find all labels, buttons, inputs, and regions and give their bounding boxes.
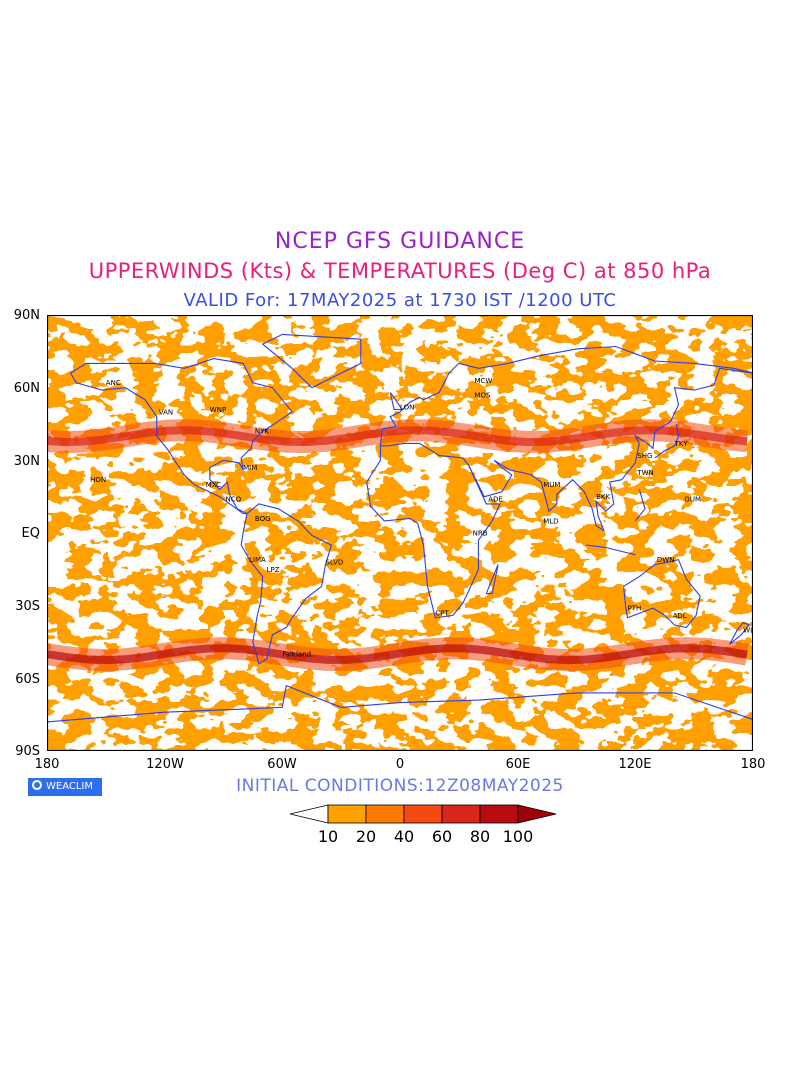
lat-label-60s: 60S bbox=[15, 672, 40, 687]
colorbar-label-60: 60 bbox=[431, 827, 453, 846]
lat-label-30s: 30S bbox=[15, 599, 40, 614]
station-falkland: Falkland bbox=[282, 651, 311, 659]
colorbar-segment-2 bbox=[365, 804, 405, 824]
coastline-0 bbox=[70, 358, 293, 515]
coastline-13 bbox=[485, 564, 499, 595]
initial-conditions-label: INITIAL CONDITIONS:12Z08MAY2025 bbox=[236, 776, 564, 796]
coastline-1 bbox=[240, 503, 333, 665]
colorbar-high-triangle bbox=[517, 804, 557, 824]
station-twn: TWN bbox=[636, 469, 653, 477]
station-van: VAN bbox=[159, 408, 173, 416]
station-wlt: WLT bbox=[743, 626, 753, 634]
wind-map: ANC VAN WNP NYK MIM MXC NCO BOG LPZ SLVD LIMA HON LO… bbox=[47, 315, 753, 751]
lon-label-180w: 180 bbox=[34, 757, 60, 772]
station-bog: BOG bbox=[255, 515, 271, 523]
colorbar-segment-4 bbox=[441, 804, 481, 824]
coastline-7 bbox=[389, 392, 404, 411]
colorbar-label-100: 100 bbox=[502, 827, 534, 846]
lon-label-180e: 180 bbox=[740, 757, 766, 772]
coastlines bbox=[47, 333, 753, 723]
station-bkk: BKK bbox=[596, 493, 610, 501]
station-anc: ANC bbox=[106, 379, 121, 387]
logo-ring-icon bbox=[32, 780, 42, 790]
coastline-5 bbox=[623, 558, 701, 629]
station-dwn: DWN bbox=[657, 556, 675, 564]
lat-label-60n: 60N bbox=[13, 381, 40, 396]
lat-label-90s: 90S bbox=[15, 744, 40, 759]
station-slvd: SLVD bbox=[326, 559, 344, 567]
station-cpt: CPT bbox=[435, 609, 449, 617]
station-gum: GUM bbox=[684, 496, 701, 504]
coastline-9 bbox=[586, 544, 636, 556]
lon-label-60e: 60E bbox=[505, 757, 531, 772]
station-lon: LON bbox=[400, 404, 414, 412]
station-nyk: NYK bbox=[255, 428, 270, 436]
station-mum: MUM bbox=[543, 481, 560, 489]
lat-label-90n: 90N bbox=[13, 308, 40, 323]
weaclim-logo: WEACLIM bbox=[28, 778, 102, 796]
station-mim: MIM bbox=[243, 464, 257, 472]
colorbar-segment-5 bbox=[479, 804, 519, 824]
coastline-2 bbox=[366, 442, 501, 619]
station-nrb: NRB bbox=[473, 529, 488, 537]
station-tky: TKY bbox=[674, 440, 689, 448]
coastline-10 bbox=[634, 489, 646, 522]
chart-title: NCEP GFS GUIDANCE bbox=[274, 229, 526, 254]
coastline-4 bbox=[468, 367, 753, 532]
lon-label-0: 0 bbox=[395, 757, 405, 772]
station-lima: LIMA bbox=[249, 556, 266, 564]
station-nco: NCO bbox=[226, 496, 242, 504]
coastline-8 bbox=[261, 333, 362, 389]
station-mos: MOS bbox=[475, 391, 492, 399]
coastline-12 bbox=[47, 684, 753, 723]
coastline-11 bbox=[729, 621, 750, 645]
station-hon: HON bbox=[90, 476, 106, 484]
station-shg: SHG bbox=[637, 452, 652, 460]
colorbar-label-20: 20 bbox=[355, 827, 377, 846]
station-wnp: WNP bbox=[210, 406, 226, 414]
station-pth: PTH bbox=[628, 605, 642, 613]
colorbar-low-triangle bbox=[290, 804, 329, 824]
station-ade: ADE bbox=[488, 496, 503, 504]
lon-label-60w: 60W bbox=[267, 757, 297, 772]
station-mcw: MCW bbox=[475, 377, 493, 385]
colorbar-label-40: 40 bbox=[393, 827, 415, 846]
station-labels: ANC VAN WNP NYK MIM MXC NCO BOG LPZ SLVD LIMA HON LO… bbox=[90, 377, 753, 659]
jet-bands bbox=[47, 419, 749, 672]
station-adl: ADL bbox=[673, 612, 687, 620]
jet-core-1 bbox=[47, 426, 748, 447]
calm-areas bbox=[47, 315, 753, 751]
colorbar-label-10: 10 bbox=[317, 827, 339, 846]
lat-label-30n: 30N bbox=[13, 454, 40, 469]
chart-subtitle: UPPERWINDS (Kts) & TEMPERATURES (Deg C) … bbox=[88, 259, 712, 283]
jet-core-0 bbox=[47, 644, 748, 665]
station-mxc: MXC bbox=[206, 481, 221, 489]
color-bar bbox=[290, 804, 557, 824]
lon-label-120w: 120W bbox=[146, 757, 184, 772]
colorbar-segment-3 bbox=[403, 804, 443, 824]
station-mld: MLD bbox=[543, 517, 558, 525]
colorbar-label-80: 80 bbox=[469, 827, 491, 846]
coastline-3 bbox=[379, 345, 753, 446]
valid-time-label: VALID For: 17MAY2025 at 1730 IST /1200 U… bbox=[183, 290, 617, 311]
lon-label-120e: 120E bbox=[618, 757, 652, 772]
station-lpz: LPZ bbox=[267, 566, 280, 574]
coastline-6 bbox=[654, 423, 680, 459]
lat-label-eq: EQ bbox=[21, 526, 40, 541]
colorbar-segment-1 bbox=[327, 804, 367, 824]
